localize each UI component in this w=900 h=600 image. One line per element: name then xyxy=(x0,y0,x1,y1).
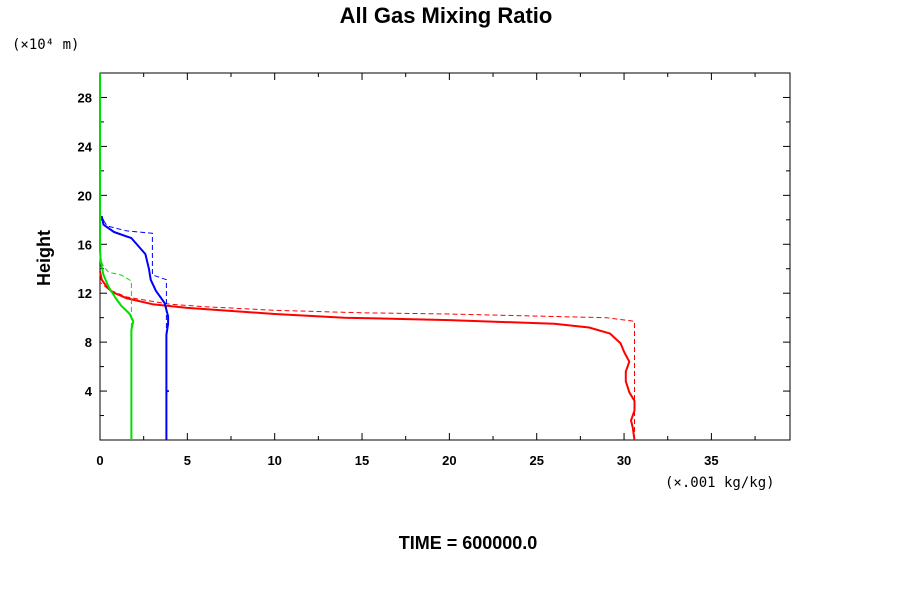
chart-title: All Gas Mixing Ratio xyxy=(340,3,553,28)
y-axis-label: Height xyxy=(34,230,54,286)
y-tick-label: 4 xyxy=(85,384,93,399)
x-tick-label: 20 xyxy=(442,453,456,468)
x-tick-label: 25 xyxy=(529,453,543,468)
series-line-1-solid xyxy=(99,271,636,441)
x-tick-label: 10 xyxy=(267,453,281,468)
y-tick-label: 24 xyxy=(78,139,93,154)
series-line-2-dashed xyxy=(99,281,635,440)
x-tick-label: 30 xyxy=(617,453,631,468)
y-tick-label: 20 xyxy=(78,188,92,203)
series-line-5-solid xyxy=(99,73,135,440)
y-tick-label: 12 xyxy=(78,286,92,301)
plot-frame xyxy=(99,72,791,441)
x-unit-label: (×.001 kg/kg) xyxy=(665,475,775,491)
x-tick-label: 15 xyxy=(355,453,369,468)
time-footer: TIME = 600000.0 xyxy=(399,533,538,553)
x-tick-label: 0 xyxy=(96,453,103,468)
x-tick-label: 35 xyxy=(704,453,718,468)
series-line-4-dashed xyxy=(101,217,167,440)
y-unit-label: (×10⁴ m) xyxy=(12,37,79,53)
series-line-6-dashed xyxy=(99,258,132,440)
series-layer xyxy=(99,73,636,441)
y-tick-label: 28 xyxy=(78,90,92,105)
y-ticks: 4 8 12 16 20 24 28 xyxy=(78,72,790,417)
y-tick-label: 16 xyxy=(78,237,92,252)
x-tick-label: 5 xyxy=(184,453,191,468)
series-line-3-solid xyxy=(100,215,170,440)
y-tick-label: 8 xyxy=(85,335,92,350)
x-ticks: 0 5 10 15 20 25 30 35 xyxy=(96,73,756,468)
